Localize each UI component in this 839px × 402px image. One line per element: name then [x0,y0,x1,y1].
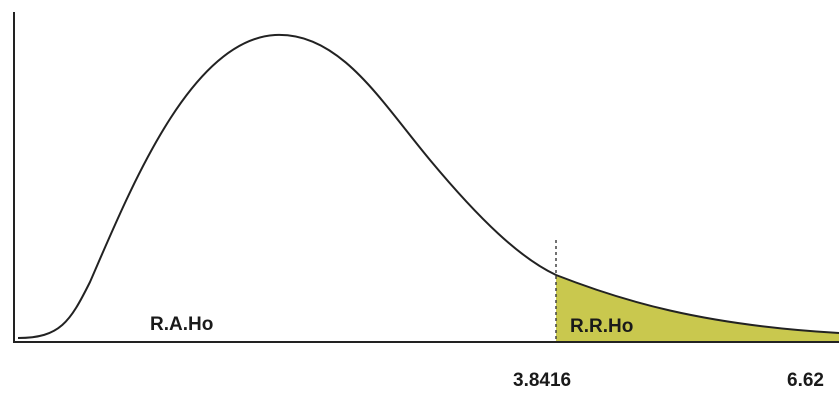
right-value-label: 6.62 [787,370,824,391]
acceptance-label: R.A.Ho [150,314,213,335]
rejection-label: R.R.Ho [570,316,633,337]
rejection-region [556,275,839,342]
distribution-curve [17,33,839,339]
critical-value-label: 3.8416 [513,370,571,391]
